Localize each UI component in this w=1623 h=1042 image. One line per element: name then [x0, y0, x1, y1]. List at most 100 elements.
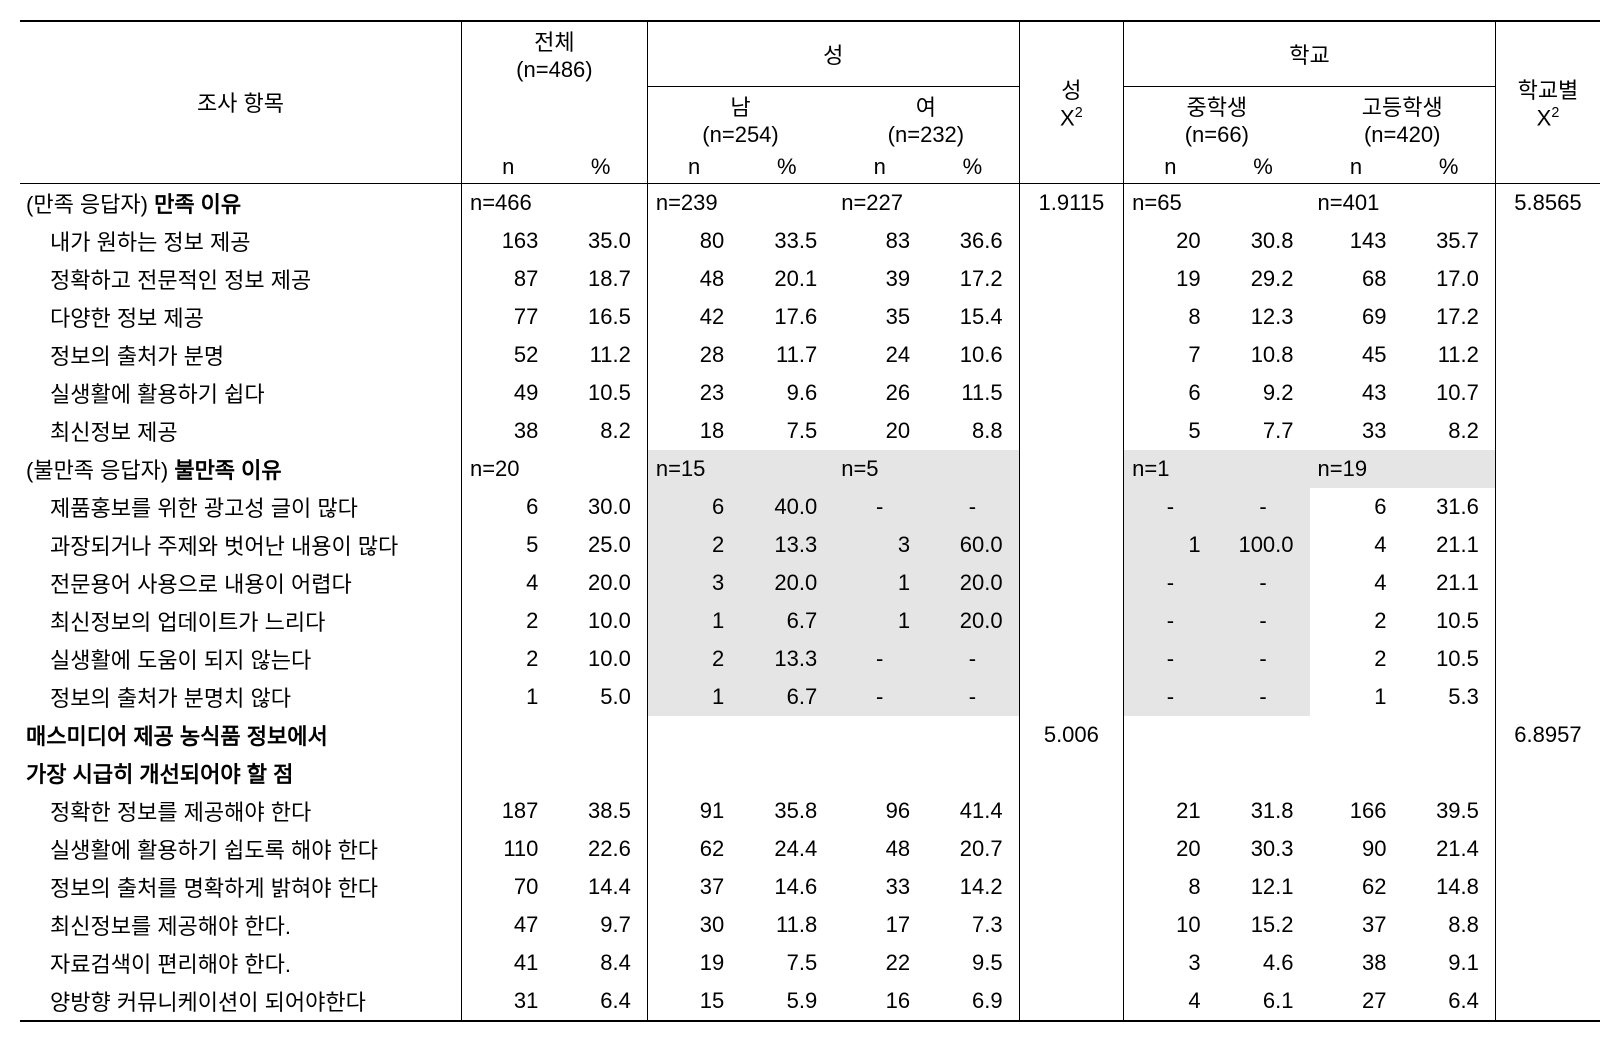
- high-n: (n=420): [1364, 122, 1440, 147]
- blank: [1495, 488, 1600, 526]
- total-pct: 20.0: [554, 564, 647, 602]
- middle-pct: -: [1217, 640, 1310, 678]
- high-pct: 8.2: [1402, 412, 1495, 450]
- male-n: 1: [647, 602, 740, 640]
- school-chi-value: 6.8957: [1495, 716, 1600, 754]
- total-pct: 16.5: [554, 298, 647, 336]
- gender-chi-value: 5.006: [1019, 716, 1124, 754]
- female-n: 96: [833, 792, 926, 830]
- table-row: 실생활에 도움이 되지 않는다210.0213.3----210.5: [20, 640, 1600, 678]
- blank: [1495, 868, 1600, 906]
- table-row: 최신정보를 제공해야 한다.479.73011.8177.31015.2378.…: [20, 906, 1600, 944]
- blank: [1019, 564, 1124, 602]
- high-pct: 5.3: [1402, 678, 1495, 716]
- male-n: 80: [647, 222, 740, 260]
- male-pct: 11.8: [740, 906, 833, 944]
- female-pct: 36.6: [926, 222, 1019, 260]
- total-pct: 10.0: [554, 602, 647, 640]
- female-pct: 6.9: [926, 982, 1019, 1021]
- school-chi-label: 학교별: [1518, 78, 1579, 103]
- blank: [1495, 792, 1600, 830]
- middle-n: -: [1124, 488, 1217, 526]
- total-pct: 10.5: [554, 374, 647, 412]
- male-pct: 24.4: [740, 830, 833, 868]
- col-total-n: (n=486): [516, 57, 592, 82]
- high-pct: 6.4: [1402, 982, 1495, 1021]
- row-label: 최신정보 제공: [20, 412, 461, 450]
- total-n: 77: [461, 298, 554, 336]
- high-pct: 35.7: [1402, 222, 1495, 260]
- middle-n: 21: [1124, 792, 1217, 830]
- group-n-middle: n=65: [1124, 183, 1310, 222]
- table-header: 조사 항목 전체 (n=486) 성 성Χ2 학교 학교별Χ2 남 (n=254…: [20, 21, 1600, 183]
- female-pct: 20.7: [926, 830, 1019, 868]
- male-n: 18: [647, 412, 740, 450]
- blank: [1019, 830, 1124, 868]
- h-pct: %: [926, 151, 1019, 184]
- female-pct: 7.3: [926, 906, 1019, 944]
- high-n: 43: [1310, 374, 1403, 412]
- blank: [1310, 716, 1403, 754]
- female-n: 3: [833, 526, 926, 564]
- male-n: 42: [647, 298, 740, 336]
- female-pct: 8.8: [926, 412, 1019, 450]
- male-pct: 7.5: [740, 944, 833, 982]
- total-pct: 5.0: [554, 678, 647, 716]
- male-pct: 13.3: [740, 526, 833, 564]
- h-pct: %: [1402, 151, 1495, 184]
- col-school: 학교: [1124, 21, 1496, 86]
- h-n: n: [1124, 151, 1217, 184]
- male-n: 1: [647, 678, 740, 716]
- col-total: 전체 (n=486): [461, 21, 647, 86]
- middle-pct: 10.8: [1217, 336, 1310, 374]
- blank: [1495, 260, 1600, 298]
- blank: [1495, 412, 1600, 450]
- total-n: 2: [461, 640, 554, 678]
- survey-table: 조사 항목 전체 (n=486) 성 성Χ2 학교 학교별Χ2 남 (n=254…: [20, 20, 1600, 1022]
- high-pct: 10.7: [1402, 374, 1495, 412]
- h-n: n: [833, 151, 926, 184]
- middle-label: 중학생: [1186, 95, 1247, 120]
- blank: [1495, 602, 1600, 640]
- h-pct: %: [740, 151, 833, 184]
- table-row: 과장되거나 주제와 벗어난 내용이 많다525.0213.3360.01100.…: [20, 526, 1600, 564]
- middle-pct: -: [1217, 564, 1310, 602]
- high-pct: 17.2: [1402, 298, 1495, 336]
- high-n: 143: [1310, 222, 1403, 260]
- table-row: 양방향 커뮤니케이션이 되어야한다316.4155.9166.946.1276.…: [20, 982, 1600, 1021]
- female-n: 39: [833, 260, 926, 298]
- table-row: 최신정보의 업데이트가 느리다210.016.7120.0--210.5: [20, 602, 1600, 640]
- blank: [647, 716, 740, 754]
- male-pct: 9.6: [740, 374, 833, 412]
- total-pct: 35.0: [554, 222, 647, 260]
- middle-n: 10: [1124, 906, 1217, 944]
- blank: [1495, 640, 1600, 678]
- male-pct: 20.1: [740, 260, 833, 298]
- high-n: 4: [1310, 564, 1403, 602]
- school-chi-value: [1495, 450, 1600, 488]
- blank: [1495, 526, 1600, 564]
- row-label: 정보의 출처를 명확하게 밝혀야 한다: [20, 868, 461, 906]
- section-header-row: (불만족 응답자) 불만족 이유n=20n=15n=5n=1n=19: [20, 450, 1600, 488]
- female-n: 83: [833, 222, 926, 260]
- high-n: 166: [1310, 792, 1403, 830]
- total-pct: 9.7: [554, 906, 647, 944]
- table-row: 자료검색이 편리해야 한다.418.4197.5229.534.6389.1: [20, 944, 1600, 982]
- total-n: 4: [461, 564, 554, 602]
- middle-n: 4: [1124, 982, 1217, 1021]
- female-pct: 41.4: [926, 792, 1019, 830]
- row-label: 실생활에 활용하기 쉽다: [20, 374, 461, 412]
- high-pct: 39.5: [1402, 792, 1495, 830]
- blank: [1495, 564, 1600, 602]
- row-label: 최신정보를 제공해야 한다.: [20, 906, 461, 944]
- row-label: 실생활에 도움이 되지 않는다: [20, 640, 461, 678]
- high-pct: 10.5: [1402, 640, 1495, 678]
- table-row: 실생활에 활용하기 쉽다4910.5239.62611.569.24310.7: [20, 374, 1600, 412]
- group-n-high: n=401: [1310, 183, 1496, 222]
- total-n: 47: [461, 906, 554, 944]
- female-pct: 10.6: [926, 336, 1019, 374]
- middle-pct: -: [1217, 488, 1310, 526]
- total-n: 163: [461, 222, 554, 260]
- middle-n: 8: [1124, 298, 1217, 336]
- blank: [1019, 260, 1124, 298]
